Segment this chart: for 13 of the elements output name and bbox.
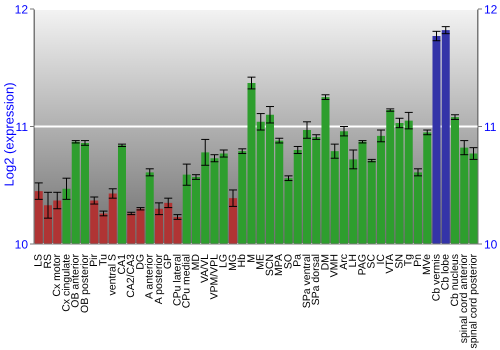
x-tick-label: Pa xyxy=(292,254,304,267)
y-axis-title: Log2 (expression) xyxy=(2,82,17,186)
x-tick-label: Tg xyxy=(402,254,415,266)
y2-tick-label: 11 xyxy=(484,120,497,134)
y2-tick-label: 12 xyxy=(484,2,498,16)
y-tick-label: 12 xyxy=(14,2,28,16)
x-tick-label: MVe xyxy=(421,254,434,276)
x-tick-label: Cx cingulate xyxy=(60,254,72,312)
x-tick-label: GP xyxy=(162,254,174,270)
y-tick-label: 10 xyxy=(14,237,28,252)
x-tick-label: LG xyxy=(218,254,230,268)
y2-tick-label: 10 xyxy=(484,237,498,252)
y-tick-label: 11 xyxy=(16,120,28,134)
